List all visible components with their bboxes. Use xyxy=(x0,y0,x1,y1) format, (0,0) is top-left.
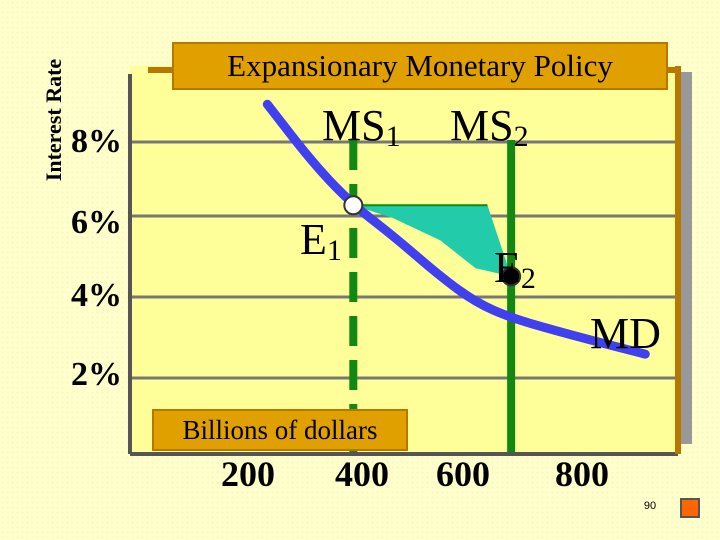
y-tick-label-6: 6% xyxy=(71,204,122,241)
x-tick-label-800: 800 xyxy=(555,454,609,494)
e1-label: E1 xyxy=(300,215,342,268)
md-label: MD xyxy=(590,309,661,358)
equilibrium-point-E2 xyxy=(501,266,522,287)
next-slide-button[interactable] xyxy=(680,498,700,518)
y-tick-label-2: 2% xyxy=(71,356,122,393)
ms1-label: MS1 xyxy=(322,101,401,154)
equilibrium-point-E1 xyxy=(343,195,364,216)
x-tick-label-600: 600 xyxy=(436,454,490,494)
plot-area xyxy=(130,66,678,454)
x-label-box xyxy=(152,409,408,451)
e2-label: E2 xyxy=(494,243,536,296)
y-tick-label-4: 4% xyxy=(71,277,122,314)
title-box xyxy=(172,42,668,90)
y-tick-label-8: 8% xyxy=(71,123,122,160)
slide-number: 90 xyxy=(643,500,657,512)
chart-title: Expansionary Monetary Policy xyxy=(227,48,613,83)
y-axis-label: Interest Rate xyxy=(41,58,66,182)
md-curve xyxy=(262,99,650,359)
x-tick-label-200: 200 xyxy=(221,454,275,494)
x-tick-label-400: 400 xyxy=(335,454,389,494)
ms2-label: MS2 xyxy=(450,101,529,154)
shaded-region xyxy=(353,205,512,277)
x-axis-label: Billions of dollars xyxy=(182,415,378,445)
